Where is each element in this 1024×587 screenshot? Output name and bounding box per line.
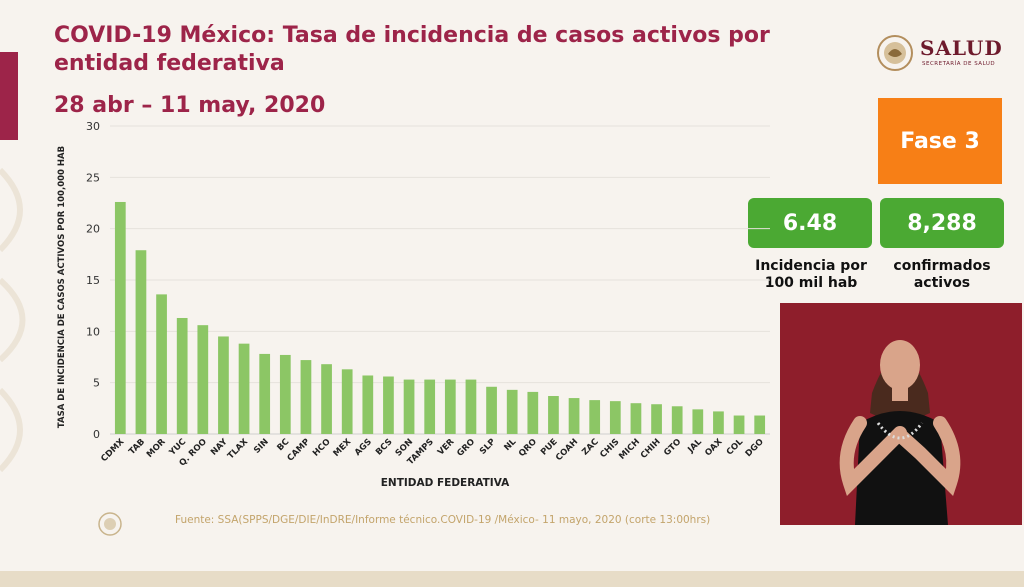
government-seal-icon (98, 512, 122, 536)
bar-yuc (176, 317, 188, 434)
bar-sin (259, 353, 271, 434)
x-tick-label: SIN (252, 437, 271, 456)
y-axis-ticks: 0 5 10 15 20 25 30 (86, 120, 100, 441)
x-tick-label: GTO (662, 437, 683, 458)
x-tick-label: GRO (455, 437, 477, 459)
bar-ver (444, 379, 456, 434)
bar-coah (568, 398, 580, 434)
bar-mich (630, 403, 642, 434)
bar-chis (609, 401, 621, 434)
bar-tamps (424, 379, 436, 434)
incidence-label-line2: 100 mil hab (764, 275, 858, 291)
y-tick-label: 10 (86, 325, 100, 338)
bar-ags (362, 375, 374, 434)
x-tick-label: NL (502, 437, 518, 453)
x-tick-label: TLAX (226, 437, 251, 462)
bar-qro (527, 391, 539, 434)
x-tick-label: COAH (554, 437, 580, 463)
x-tick-label: SLP (478, 437, 498, 457)
bar-jal (692, 409, 704, 434)
y-tick-label: 25 (86, 171, 100, 184)
bar-tab (135, 250, 147, 434)
bar-bcs (383, 376, 394, 434)
source-note: Fuente: SSA(SPPS/DGE/DIE/InDRE/Informe t… (175, 514, 711, 526)
bottom-band (0, 571, 1024, 587)
x-tick-label: CDMX (99, 437, 126, 464)
bar-hco (321, 364, 332, 434)
x-tick-label: COL (725, 437, 746, 458)
interpreter-figure (780, 303, 1022, 525)
bar-slp (486, 386, 497, 434)
x-tick-label: MOR (145, 437, 168, 460)
active-cases-stat-box: 8,288 (880, 198, 1004, 248)
x-tick-label: ZAC (580, 437, 600, 457)
x-axis-label: ENTIDAD FEDERATIVA (381, 477, 510, 489)
logo-subtitle: SECRETARÍA DE SALUD (922, 61, 996, 67)
bars (114, 201, 766, 434)
date-range: 28 abr – 11 may, 2020 (54, 93, 326, 118)
x-tick-label: TAB (127, 437, 147, 457)
incidence-stat-box: 6.48 (748, 198, 872, 248)
bar-q-roo (197, 325, 209, 434)
x-tick-label: MICH (617, 437, 642, 462)
salud-logo: SALUD SECRETARÍA DE SALUD (876, 34, 1016, 74)
y-tick-label: 5 (93, 377, 100, 390)
x-tick-label: AGS (353, 437, 374, 458)
bar-cdmx (114, 201, 126, 434)
active-label-line1: confirmados (893, 258, 991, 274)
y-tick-label: 30 (86, 120, 100, 133)
x-tick-label: JAL (685, 437, 704, 456)
bar-tlax (238, 343, 250, 434)
x-tick-label: HCO (311, 437, 333, 459)
x-tick-label: BCS (374, 437, 395, 458)
y-tick-label: 20 (86, 223, 100, 236)
x-tick-label: DGO (744, 437, 766, 459)
incidence-label-line1: Incidencia por (755, 258, 867, 274)
x-tick-label: MEX (332, 437, 354, 459)
eagle-seal-icon (877, 35, 913, 71)
chart-title: COVID-19 México: Tasa de incidencia de c… (54, 23, 770, 76)
x-tick-label: QRO (517, 437, 539, 459)
x-tick-label: OAX (703, 437, 725, 459)
y-tick-label: 0 (93, 428, 100, 441)
x-tick-label: CAMP (286, 437, 313, 464)
sign-language-interpreter-video (780, 303, 1022, 525)
active-label-line2: activos (913, 275, 971, 291)
gridlines (110, 125, 770, 435)
bar-gro (465, 379, 477, 434)
left-accent-band (0, 52, 18, 140)
y-tick-label: 15 (86, 274, 100, 287)
bar-dgo (754, 415, 766, 434)
bar-pue (548, 396, 559, 434)
background-ornament (0, 167, 26, 473)
active-cases-stat-label: confirmados activos (872, 258, 1012, 292)
bar-zac (589, 400, 601, 434)
phase-badge: Fase 3 (878, 98, 1002, 184)
bar-gto (671, 406, 683, 434)
logo-text: SALUD (920, 36, 1003, 60)
y-axis-label: TASA DE INCIDENCIA DE CASOS ACTIVOS POR … (57, 146, 67, 428)
x-tick-label: BC (275, 437, 291, 453)
bar-nl (506, 389, 518, 434)
bar-bc (279, 354, 291, 434)
bar-oax (713, 411, 724, 434)
bar-mex (341, 369, 353, 434)
bar-mor (156, 294, 167, 434)
x-tick-label: CHIH (639, 437, 663, 461)
bar-chih (651, 404, 662, 434)
bar-col (733, 415, 745, 434)
bar-nay (218, 336, 229, 434)
x-tick-label: VER (436, 437, 457, 458)
bar-camp (300, 360, 312, 434)
incidence-stat-label: Incidencia por 100 mil hab (740, 258, 882, 292)
bar-son (403, 379, 415, 434)
